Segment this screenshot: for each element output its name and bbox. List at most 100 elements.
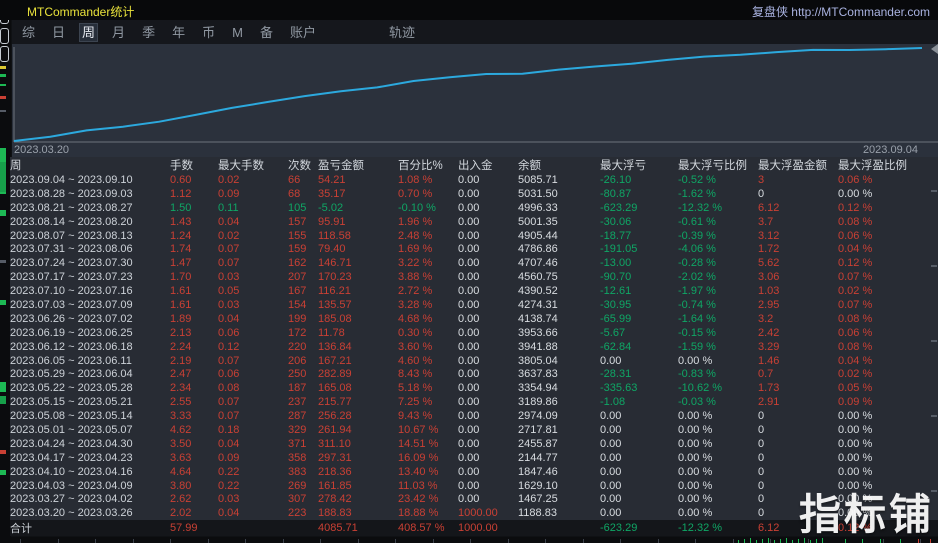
menu-item-7[interactable]: 币 xyxy=(202,24,216,40)
table-row[interactable]: 2023.05.01 ~ 2023.05.07 4.62 0.18 329 261.94… xyxy=(10,423,938,437)
table-row[interactable]: 2023.04.10 ~ 2023.04.16 4.64 0.22 383 218.36… xyxy=(10,465,938,479)
total-cell: 408.57 % xyxy=(398,522,445,535)
table-row[interactable]: 2023.07.10 ~ 2023.07.16 1.61 0.05 167 116.21… xyxy=(10,284,938,298)
column-header[interactable]: 出入金 xyxy=(458,160,493,172)
brand-link[interactable]: 复盘侠 http://MTCommander.com xyxy=(751,5,930,19)
cell: 4707.46 xyxy=(518,257,558,270)
column-header[interactable]: 盈亏金额 xyxy=(318,160,364,172)
total-cell: 4085.71 xyxy=(318,522,358,535)
table-row[interactable]: 2023.05.15 ~ 2023.05.21 2.55 0.07 237 215.77… xyxy=(10,395,938,409)
cell: 14.51 % xyxy=(398,437,439,450)
cell: 0.00 % xyxy=(838,507,873,520)
cell: 1.73 xyxy=(758,382,780,395)
table-row[interactable]: 2023.03.27 ~ 2023.04.02 2.62 0.03 307 278.42… xyxy=(10,492,938,506)
column-header[interactable]: 最大浮亏 xyxy=(600,160,646,172)
equity-chart[interactable]: 2023.03.20 2023.09.04 xyxy=(12,44,938,157)
cell: 3805.04 xyxy=(518,354,558,367)
cell: -13.00 xyxy=(600,257,632,270)
left-edge-artifacts xyxy=(0,0,11,543)
cell: 0.00 % xyxy=(838,451,873,464)
menu-item-5[interactable]: 季 xyxy=(142,24,156,40)
week-range: 2023.04.17 ~ 2023.04.23 xyxy=(10,451,133,464)
table-row[interactable]: 2023.07.24 ~ 2023.07.30 1.47 0.07 162 146.71… xyxy=(10,256,938,270)
table-row[interactable]: 2023.04.17 ~ 2023.04.23 3.63 0.09 358 297.31… xyxy=(10,451,938,465)
cell: 0.00 xyxy=(458,229,480,242)
cell: 383 xyxy=(288,465,307,478)
menu-item-9[interactable]: 备 xyxy=(259,24,273,40)
table-row[interactable]: 2023.04.24 ~ 2023.04.30 3.50 0.04 371 311.10… xyxy=(10,437,938,451)
menu-item-11[interactable]: 轨迹 xyxy=(388,24,415,40)
table-row[interactable]: 2023.08.21 ~ 2023.08.27 1.50 0.11 105 -5.02 -… xyxy=(10,201,938,215)
total-cell: 57.99 xyxy=(170,522,198,535)
table-row[interactable]: 2023.05.08 ~ 2023.05.14 3.33 0.07 287 256.28… xyxy=(10,409,938,423)
cell: 1.69 % xyxy=(398,243,433,256)
cell: 1.08 % xyxy=(398,173,433,186)
week-range: 2023.03.27 ~ 2023.04.02 xyxy=(10,493,133,506)
cell: 0.05 xyxy=(218,285,240,298)
cell: 1.61 xyxy=(170,285,192,298)
cell: 0.06 % xyxy=(838,229,873,242)
cell: 16.09 % xyxy=(398,451,439,464)
table-row[interactable]: 2023.05.29 ~ 2023.06.04 2.47 0.06 250 282.89… xyxy=(10,367,938,381)
column-header[interactable]: 余额 xyxy=(518,160,541,172)
cell: -623.29 xyxy=(600,201,638,214)
table-row[interactable]: 2023.04.03 ~ 2023.04.09 3.80 0.22 269 161.85… xyxy=(10,479,938,493)
table-row[interactable]: 2023.07.31 ~ 2023.08.06 1.74 0.07 159 79.40 1… xyxy=(10,242,938,256)
cell: 0.04 % xyxy=(838,243,873,256)
table-row[interactable]: 2023.03.20 ~ 2023.03.26 2.02 0.04 223 188.83… xyxy=(10,506,938,520)
column-header[interactable]: 最大手数 xyxy=(218,160,264,172)
cell: -335.63 xyxy=(600,382,638,395)
table-row[interactable]: 2023.07.17 ~ 2023.07.23 1.70 0.03 207 170.23… xyxy=(10,270,938,284)
cell: 282.89 xyxy=(318,368,352,381)
cell: 0.05 % xyxy=(838,382,873,395)
table-row[interactable]: 2023.07.03 ~ 2023.07.09 1.61 0.03 154 135.57… xyxy=(10,298,938,312)
cell: 0.00 % xyxy=(838,437,873,450)
column-header[interactable]: 百分比% xyxy=(398,160,443,172)
cell: 278.42 xyxy=(318,493,352,506)
menu-bar: 综日周月季年币 M 备账户 轨迹 xyxy=(12,20,938,44)
menu-item-6[interactable]: 年 xyxy=(172,24,186,40)
table-row[interactable]: 2023.06.19 ~ 2023.06.25 2.13 0.06 172 11.78 0… xyxy=(10,326,938,340)
table-row[interactable]: 2023.05.22 ~ 2023.05.28 2.34 0.08 187 165.08… xyxy=(10,381,938,395)
cell: 2974.09 xyxy=(518,410,558,423)
table-row[interactable]: 2023.08.28 ~ 2023.09.03 1.12 0.09 68 35.17 0.… xyxy=(10,187,938,201)
menu-item-10[interactable]: 账户 xyxy=(289,24,316,40)
column-header[interactable]: 手数 xyxy=(170,160,193,172)
menu-item-1[interactable]: 综 xyxy=(22,24,36,40)
column-header[interactable]: 次数 xyxy=(288,160,311,172)
total-cell: 6.12 xyxy=(758,522,780,535)
cell: 0 xyxy=(758,451,765,464)
table-row[interactable]: 2023.09.04 ~ 2023.09.10 0.60 0.02 66 54.21 1.… xyxy=(10,173,938,187)
cell: 371 xyxy=(288,437,307,450)
table-row[interactable]: 2023.06.26 ~ 2023.07.02 1.89 0.04 199 185.08… xyxy=(10,312,938,326)
menu-item-8[interactable]: M xyxy=(232,24,243,40)
cell: 3189.86 xyxy=(518,396,558,409)
column-header[interactable]: 周 xyxy=(10,160,22,172)
table-row[interactable]: 2023.06.12 ~ 2023.06.18 2.24 0.12 220 136.84… xyxy=(10,340,938,354)
cell: 4274.31 xyxy=(518,298,558,311)
table-row[interactable]: 2023.06.05 ~ 2023.06.11 2.19 0.07 206 167.21… xyxy=(10,354,938,368)
cell: 256.28 xyxy=(318,410,352,423)
week-range: 2023.06.19 ~ 2023.06.25 xyxy=(10,326,133,339)
table-row[interactable]: 2023.08.14 ~ 2023.08.20 1.43 0.04 157 95.91 1… xyxy=(10,215,938,229)
week-range: 2023.04.03 ~ 2023.04.09 xyxy=(10,479,133,492)
cell: 3.80 xyxy=(170,479,192,492)
column-header[interactable]: 最大浮亏比例 xyxy=(678,160,747,172)
menu-item-3[interactable]: 周 xyxy=(79,22,99,42)
cell: 0.09 % xyxy=(838,396,873,409)
cell: -65.99 xyxy=(600,312,632,325)
week-range: 2023.05.22 ~ 2023.05.28 xyxy=(10,382,133,395)
menu-item-2[interactable]: 日 xyxy=(52,24,66,40)
cell: 0.00 % xyxy=(678,437,713,450)
cell: 0.00 % xyxy=(838,423,873,436)
column-header[interactable]: 最大浮盈金额 xyxy=(758,160,827,172)
cell: 3941.88 xyxy=(518,340,558,353)
column-header[interactable]: 最大浮盈比例 xyxy=(838,160,907,172)
cell: -30.06 xyxy=(600,215,632,228)
cell: 0.60 xyxy=(170,173,192,186)
cell: -4.06 % xyxy=(678,243,716,256)
cell: -0.61 % xyxy=(678,215,716,228)
cell: 0.18 xyxy=(218,423,240,436)
menu-item-4[interactable]: 月 xyxy=(112,24,126,40)
table-row[interactable]: 2023.08.07 ~ 2023.08.13 1.24 0.02 155 118.58… xyxy=(10,229,938,243)
